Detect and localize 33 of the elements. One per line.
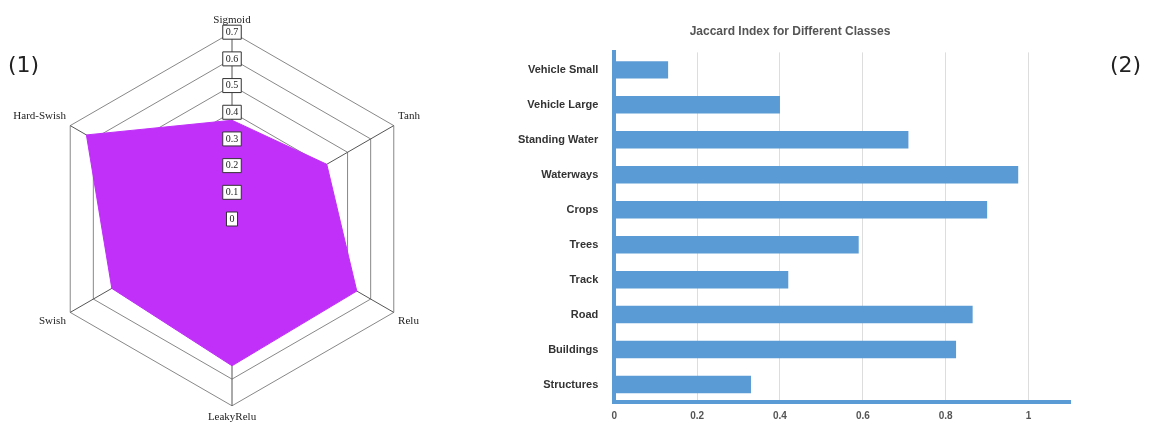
text: (2) <box>1110 52 1142 77</box>
y-tick-label: Structures <box>543 377 599 390</box>
y-tick-label: 0.5 <box>225 79 239 91</box>
x-tick-label: 0.8 <box>938 409 954 421</box>
spoke-label: Sigmoid <box>213 13 252 26</box>
y-tick-label: 0 <box>229 212 235 224</box>
y-tick-label: 0.6 <box>225 52 239 64</box>
y-tick-label: Road <box>570 307 599 320</box>
spoke-label: Swish <box>38 314 67 327</box>
spoke-label: Hard-Swish <box>13 109 67 122</box>
y-tick-label: Standing Water <box>517 132 599 145</box>
x-tick-label: 0.6 <box>855 409 871 421</box>
y-tick-label: 0.7 <box>225 25 239 37</box>
y-tick-label: Vehicle Large <box>527 97 599 110</box>
y-tick-label: Trees <box>569 237 599 250</box>
x-tick-label: 0.4 <box>773 409 788 421</box>
y-tick-label: Track <box>569 272 600 285</box>
y-tick-label: 0.3 <box>225 132 239 144</box>
spoke-label: Tanh <box>398 109 421 122</box>
y-tick-label: Crops <box>566 202 599 215</box>
chart-title: Jaccard Index for Different Classes <box>689 23 891 38</box>
y-tick-label: 0.1 <box>225 185 239 197</box>
x-tick-label: 0.2 <box>690 409 705 421</box>
y-tick-label: 0.4 <box>225 105 239 117</box>
y-tick-label: Buildings <box>548 342 599 355</box>
text: (1) <box>8 52 40 77</box>
spoke-label: Relu <box>398 314 420 327</box>
y-tick-label: 0.2 <box>225 159 239 171</box>
y-tick-label: Waterways <box>541 167 599 180</box>
spoke-label: LeakyRelu <box>207 410 257 423</box>
x-tick-label: 1 <box>1025 409 1032 421</box>
y-tick-label: Vehicle Small <box>527 62 599 75</box>
x-tick-label: 0 <box>611 409 618 421</box>
